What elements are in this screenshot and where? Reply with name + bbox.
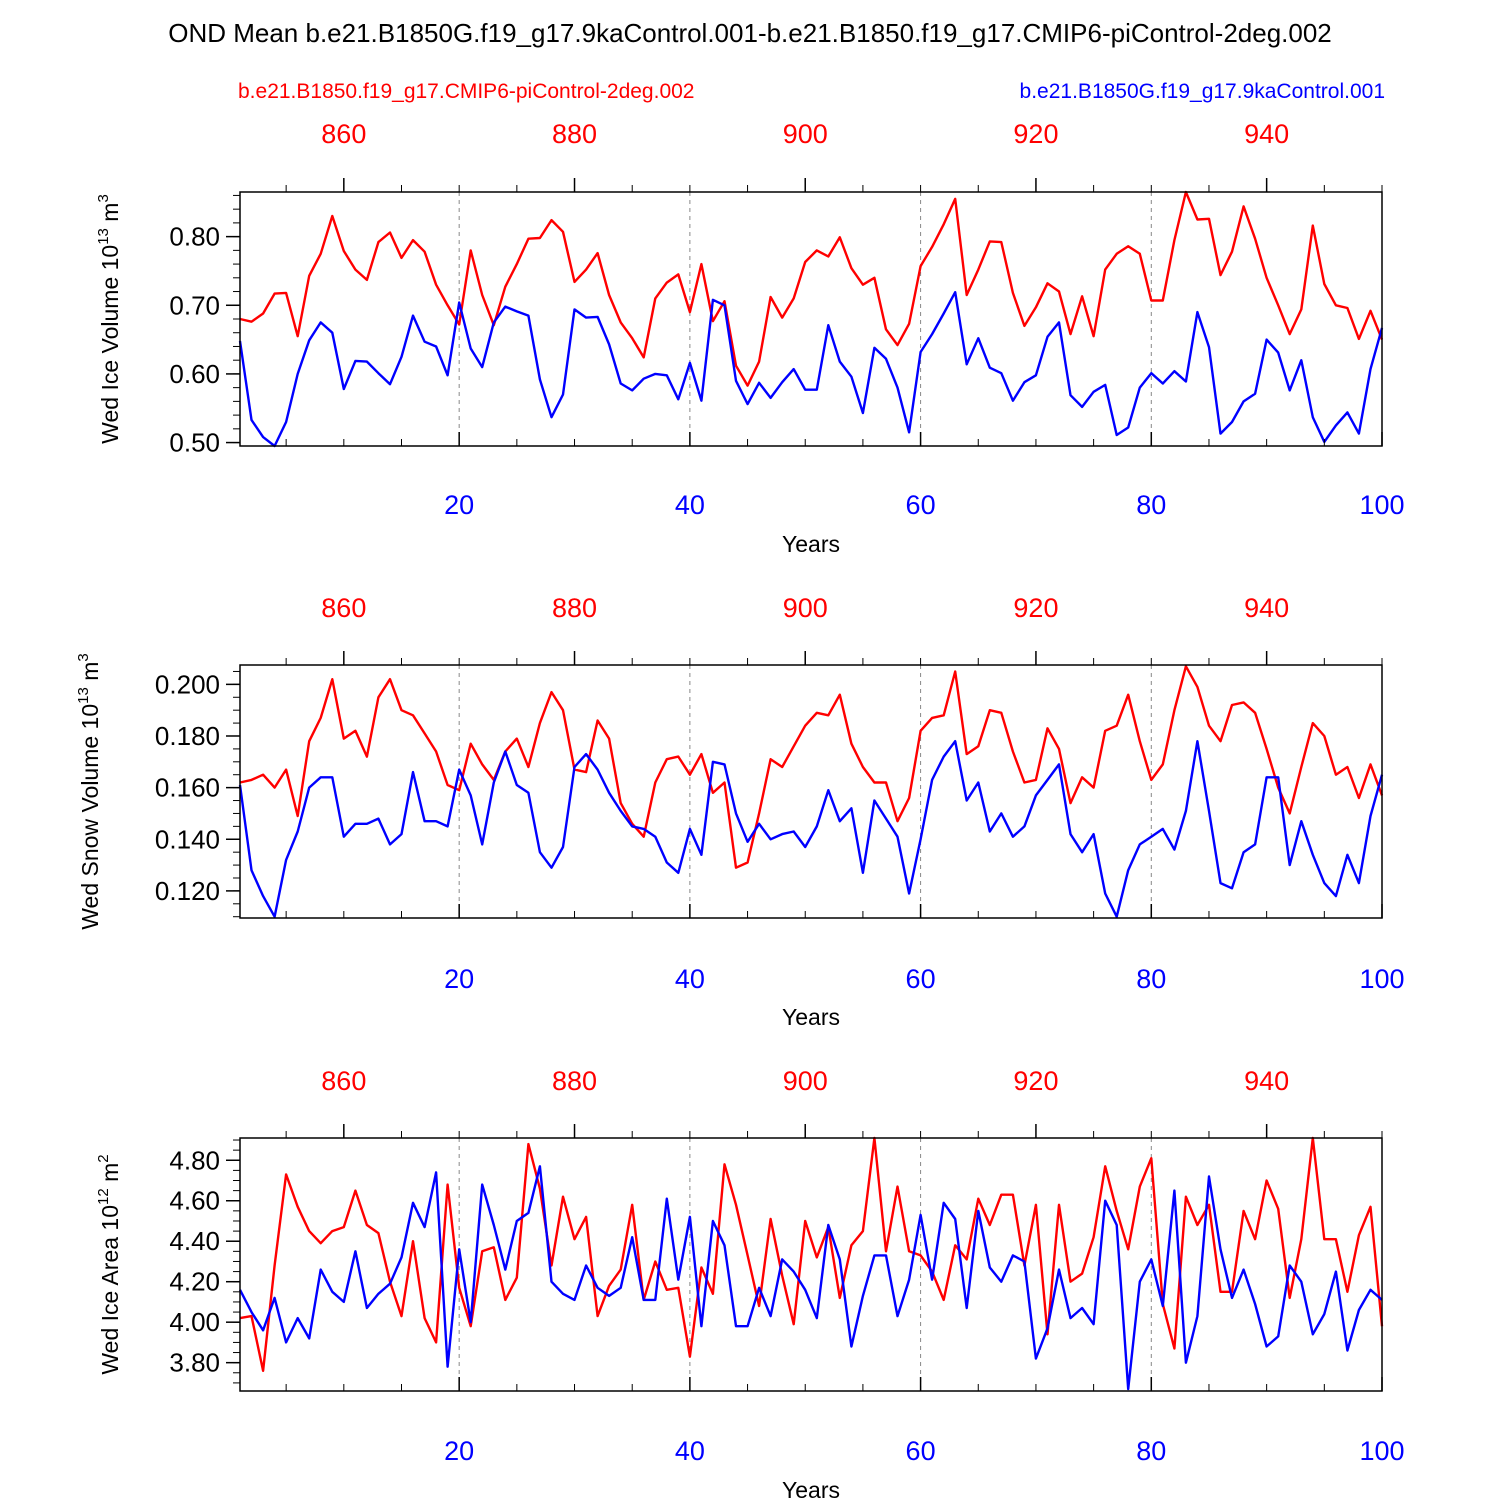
x-tick-label-top: 880 [552, 119, 597, 149]
x-tick-label-top: 920 [1013, 119, 1058, 149]
plot-panel-2: 0.120 0.140 0.160 0.180 0.200 20 40 60 80 100 860 8… [75, 593, 1405, 1030]
legend-red-series: b.e21.B1850.f19_g17.CMIP6-piControl-2deg… [238, 80, 695, 103]
x-tick-label-bottom: 40 [675, 964, 705, 994]
series-line-blue [238, 740, 1384, 918]
y-tick-label: 0.180 [155, 721, 220, 751]
legend-blue-series: b.e21.B1850G.f19_g17.9kaControl.001 [1019, 80, 1385, 103]
x-tick-label-top: 880 [552, 1066, 597, 1096]
x-tick-label-top: 860 [321, 119, 366, 149]
x-tick-label-bottom: 20 [444, 490, 474, 520]
y-tick-label: 4.00 [169, 1307, 220, 1337]
x-tick-label-top: 860 [321, 1066, 366, 1096]
y-tick-label: 0.70 [169, 290, 220, 320]
y-tick-label: 4.40 [169, 1226, 220, 1256]
y-tick-label: 3.80 [169, 1348, 220, 1378]
x-tick-label-bottom: 40 [675, 490, 705, 520]
y-tick-label: 0.140 [155, 824, 220, 854]
x-tick-label-bottom: 100 [1359, 964, 1404, 994]
x-tick-label-bottom: 20 [444, 964, 474, 994]
y-tick-label: 0.50 [169, 428, 220, 458]
series-line-blue [238, 1165, 1383, 1391]
y-tick-label: 4.80 [169, 1145, 220, 1175]
x-tick-label-bottom: 80 [1136, 964, 1166, 994]
series-line-red [239, 190, 1384, 387]
y-axis-label: Wed Ice Area 1012 m2 [95, 1154, 123, 1374]
x-tick-label-bottom: 40 [675, 1436, 705, 1466]
y-tick-label: 0.120 [155, 876, 220, 906]
y-tick-label: 4.20 [169, 1267, 220, 1297]
x-tick-label-bottom: 100 [1359, 490, 1404, 520]
x-axis-label: Years [782, 1477, 840, 1500]
y-tick-label: 0.60 [169, 359, 220, 389]
x-tick-label-top: 940 [1244, 593, 1289, 623]
series-line-red [239, 665, 1384, 869]
x-tick-label-top: 940 [1244, 1066, 1289, 1096]
x-tick-label-bottom: 80 [1136, 490, 1166, 520]
x-tick-label-top: 920 [1013, 1066, 1058, 1096]
plot-panel-1: 0.50 0.60 0.70 0.80 20 40 60 80 100 860 880 900 920 9… [95, 119, 1405, 557]
plot-panel-3: 3.80 4.00 4.20 4.40 4.60 4.80 20 40 60 80 100 860 88… [95, 1066, 1405, 1500]
x-tick-label-bottom: 60 [906, 490, 936, 520]
x-tick-label-top: 900 [783, 593, 828, 623]
y-tick-label: 0.80 [169, 222, 220, 252]
x-axis-label: Years [782, 531, 840, 557]
x-tick-label-bottom: 100 [1359, 1436, 1404, 1466]
plot-frame [239, 1137, 1383, 1392]
x-tick-label-top: 900 [783, 119, 828, 149]
y-tick-label: 0.200 [155, 669, 220, 699]
x-tick-label-bottom: 80 [1136, 1436, 1166, 1466]
x-tick-label-top: 920 [1013, 593, 1058, 623]
y-tick-label: 0.160 [155, 773, 220, 803]
series-line-red [239, 1136, 1384, 1373]
x-tick-label-top: 860 [321, 593, 366, 623]
x-tick-label-top: 900 [783, 1066, 828, 1096]
x-tick-label-bottom: 20 [444, 1436, 474, 1466]
y-tick-label: 4.60 [169, 1186, 220, 1216]
x-tick-label-bottom: 60 [906, 1436, 936, 1466]
x-tick-label-top: 880 [552, 593, 597, 623]
plot-frame [239, 664, 1383, 919]
series-line-blue [238, 291, 1384, 448]
y-axis-label: Wed Snow Volume 1013 m3 [75, 653, 103, 929]
x-tick-label-bottom: 60 [906, 964, 936, 994]
x-tick-label-top: 940 [1244, 119, 1289, 149]
x-axis-label: Years [782, 1004, 840, 1030]
y-axis-label: Wed Ice Volume 1013 m3 [95, 194, 123, 444]
chart-title: OND Mean b.e21.B1850G.f19_g17.9kaControl… [168, 18, 1332, 48]
